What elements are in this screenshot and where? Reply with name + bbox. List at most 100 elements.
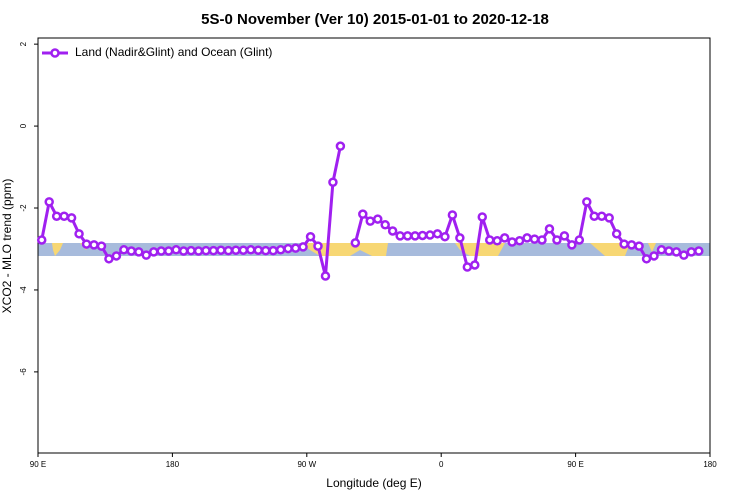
data-point bbox=[559, 231, 570, 241]
data-point bbox=[447, 210, 458, 220]
data-point bbox=[96, 241, 107, 251]
data-point bbox=[372, 214, 383, 224]
data-point bbox=[193, 246, 204, 256]
data-point bbox=[671, 247, 682, 257]
x-tick-label: 0 bbox=[439, 460, 444, 469]
data-point bbox=[484, 235, 495, 245]
y-axis-label: XCO2 - MLO trend (ppm) bbox=[0, 179, 14, 314]
data-point bbox=[365, 216, 376, 226]
data-point bbox=[694, 246, 704, 256]
data-point bbox=[134, 247, 144, 257]
data-point bbox=[589, 211, 600, 221]
data-point bbox=[499, 233, 510, 243]
data-point bbox=[425, 230, 435, 240]
data-point bbox=[111, 251, 122, 261]
data-point bbox=[664, 246, 674, 256]
data-point bbox=[246, 245, 256, 255]
plot-frame bbox=[37, 37, 711, 454]
data-point bbox=[529, 234, 540, 244]
data-point bbox=[358, 209, 368, 219]
data-point bbox=[574, 235, 585, 245]
chart-title: 5S-0 November (Ver 10) 2015-01-01 to 202… bbox=[201, 11, 549, 28]
data-point bbox=[492, 236, 502, 246]
data-point bbox=[656, 245, 667, 255]
data-point bbox=[36, 235, 47, 245]
data-point bbox=[178, 246, 189, 256]
series-line bbox=[40, 145, 699, 278]
data-point bbox=[641, 254, 652, 264]
data-point bbox=[380, 220, 390, 230]
data-point bbox=[335, 141, 346, 151]
data-point bbox=[104, 254, 114, 264]
data-point bbox=[238, 245, 249, 255]
data-point bbox=[305, 231, 316, 242]
data-point bbox=[514, 236, 525, 246]
y-tick-label: 2 bbox=[19, 41, 28, 46]
data-point bbox=[290, 243, 301, 253]
y-tick-label: 0 bbox=[19, 123, 28, 128]
data-point bbox=[51, 211, 62, 221]
data-point bbox=[596, 211, 607, 221]
data-point bbox=[604, 213, 614, 223]
data-point bbox=[275, 245, 286, 255]
data-point bbox=[216, 245, 226, 255]
data-point bbox=[611, 229, 622, 239]
data-point bbox=[686, 247, 697, 257]
data-point bbox=[163, 246, 174, 256]
x-tick-label: 180 bbox=[703, 460, 717, 469]
data-point bbox=[537, 235, 547, 245]
data-point bbox=[544, 224, 555, 234]
data-point bbox=[208, 245, 219, 256]
data-point bbox=[387, 226, 398, 236]
data-point bbox=[507, 237, 517, 247]
y-tick-label: -4 bbox=[19, 286, 28, 294]
data-point bbox=[455, 233, 465, 243]
data-point bbox=[619, 239, 629, 249]
data-point bbox=[119, 245, 129, 255]
data-point bbox=[582, 197, 592, 207]
legend-label: Land (Nadir&Glint) and Ocean (Glint) bbox=[75, 45, 272, 59]
data-point bbox=[268, 245, 278, 256]
data-point bbox=[231, 245, 241, 255]
data-point bbox=[552, 235, 562, 245]
data-point bbox=[395, 231, 405, 241]
data-point bbox=[679, 250, 689, 260]
data-point bbox=[477, 212, 488, 222]
legend-marker bbox=[50, 48, 60, 58]
data-point bbox=[156, 246, 166, 256]
data-point bbox=[186, 245, 196, 256]
data-point bbox=[410, 231, 420, 241]
x-tick-label: 90 E bbox=[30, 460, 46, 469]
data-point bbox=[417, 230, 428, 241]
data-point bbox=[649, 251, 659, 261]
data-point bbox=[283, 243, 293, 254]
data-point bbox=[59, 211, 69, 221]
data-point bbox=[462, 262, 473, 272]
x-tick-label: 90 W bbox=[297, 460, 316, 469]
data-point bbox=[66, 213, 77, 223]
data-point bbox=[522, 233, 532, 243]
data-point bbox=[298, 242, 308, 252]
data-point bbox=[432, 229, 443, 239]
data-point bbox=[74, 229, 84, 239]
y-tick-label: -6 bbox=[19, 368, 28, 376]
data-point bbox=[260, 245, 271, 256]
data-point bbox=[313, 241, 323, 251]
data-point bbox=[634, 241, 644, 251]
data-point bbox=[253, 245, 264, 255]
data-point bbox=[567, 240, 577, 250]
data-point bbox=[44, 197, 54, 207]
data-point bbox=[223, 245, 234, 256]
data-point bbox=[141, 250, 152, 260]
data-point bbox=[89, 240, 99, 250]
data-point bbox=[320, 271, 331, 281]
data-point bbox=[328, 177, 338, 187]
data-point bbox=[171, 245, 181, 255]
data-point bbox=[440, 231, 450, 242]
y-tick-label: -2 bbox=[19, 204, 28, 212]
x-axis-label: Longitude (deg E) bbox=[326, 476, 421, 490]
data-point bbox=[350, 238, 361, 248]
x-tick-label: 90 E bbox=[567, 460, 583, 469]
data-point bbox=[148, 247, 159, 257]
